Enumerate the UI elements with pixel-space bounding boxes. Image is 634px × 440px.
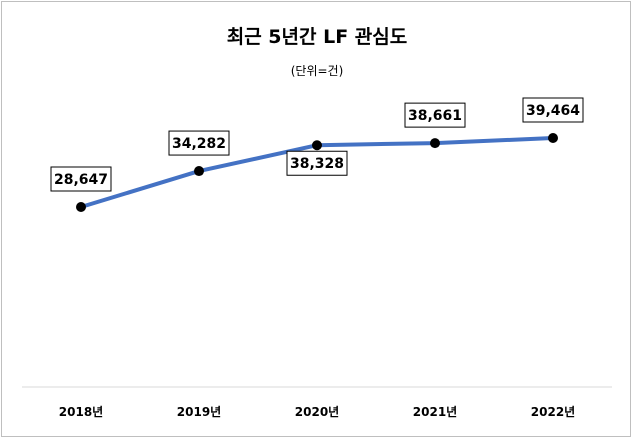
data-label-3: 38,328 — [286, 150, 348, 176]
data-point-2 — [194, 166, 204, 177]
data-label-box — [404, 102, 466, 128]
data-label-text: 34,282 — [172, 136, 226, 152]
data-label-4: 38,661 — [404, 102, 466, 128]
chart-title: 최근 5년간 LF 관심도 — [226, 26, 408, 48]
data-label-box — [522, 97, 584, 123]
x-tick-label: 2022년 — [531, 405, 575, 419]
data-label-box — [286, 150, 348, 176]
data-label-text: 38,328 — [290, 156, 344, 172]
data-point-4 — [430, 138, 440, 149]
data-label-text: 28,647 — [54, 172, 108, 188]
data-label-text: 38,661 — [408, 108, 462, 124]
x-tick-label: 2018년 — [59, 405, 103, 419]
x-tick-label: 2020년 — [295, 405, 339, 419]
data-point-3 — [312, 140, 322, 151]
data-label-2: 34,282 — [168, 130, 230, 156]
data-point-1 — [76, 202, 86, 212]
x-tick-label: 2019년 — [177, 405, 221, 419]
x-tick-label: 2021년 — [413, 405, 457, 419]
chart-subtitle: (단위=건) — [290, 64, 344, 78]
data-label-1: 28,647 — [50, 166, 112, 192]
data-label-text: 39,464 — [526, 103, 580, 119]
data-label-box — [168, 130, 230, 156]
data-label-box — [50, 166, 112, 192]
data-point-5 — [548, 133, 558, 143]
data-label-5: 39,464 — [522, 97, 584, 123]
